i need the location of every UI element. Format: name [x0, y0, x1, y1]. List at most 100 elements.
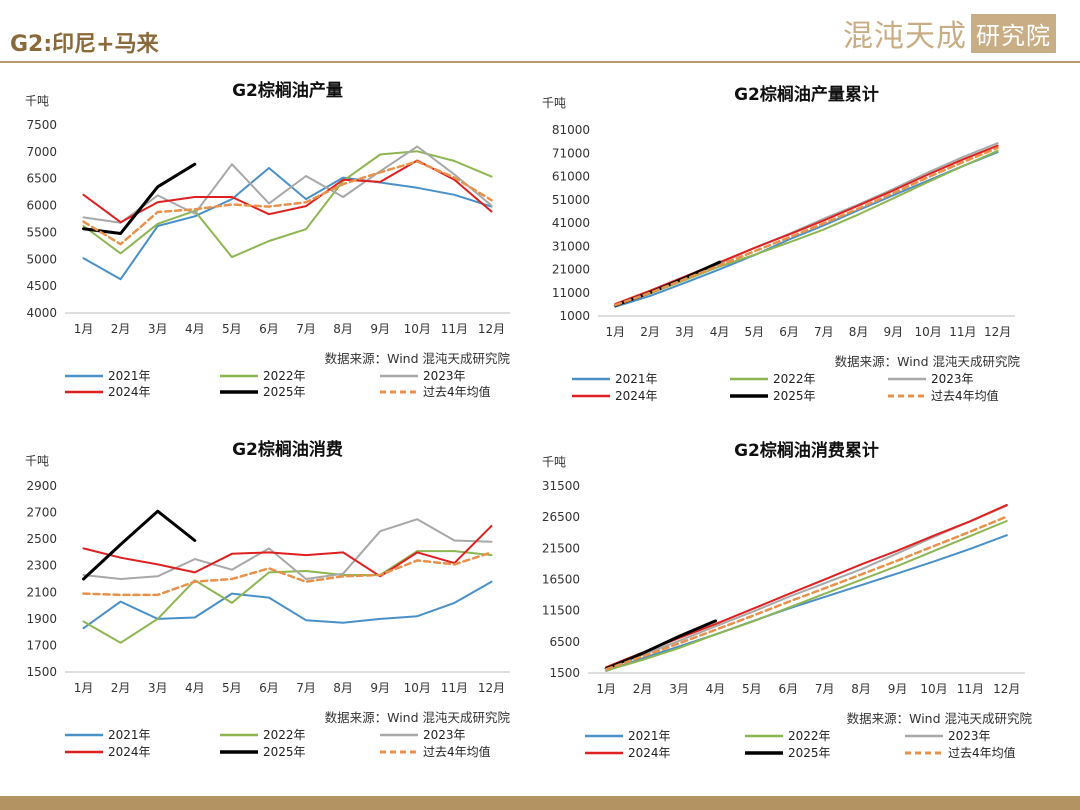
y-tick-label: 2500 [26, 532, 57, 546]
y-tick-label: 5000 [26, 252, 57, 266]
series-line [82, 509, 197, 581]
x-tick-label: 5月 [222, 322, 242, 336]
x-tick-label: 12月 [993, 682, 1020, 696]
legend-label: 2021年 [615, 372, 658, 386]
legend-label: 2023年 [423, 369, 466, 383]
x-tick-label: 11月 [957, 682, 984, 696]
y-tick-label: 21500 [542, 541, 580, 555]
x-tick-label: 1月 [74, 681, 94, 695]
y-tick-label: 4500 [26, 279, 57, 293]
legend-label: 2025年 [263, 385, 306, 399]
chart-title: G2棕榈油产量 [232, 80, 343, 101]
x-tick-label: 1月 [606, 325, 626, 339]
y-unit-label: 千吨 [542, 455, 566, 469]
x-tick-label: 7月 [814, 325, 834, 339]
y-tick-label: 26500 [542, 510, 580, 524]
x-tick-label: 10月 [920, 682, 947, 696]
x-tick-label: 4月 [185, 681, 205, 695]
x-tick-label: 1月 [596, 682, 616, 696]
y-unit-label: 千吨 [542, 96, 566, 110]
y-tick-label: 1000 [559, 309, 590, 323]
x-tick-label: 5月 [222, 681, 242, 695]
x-tick-label: 11月 [949, 325, 976, 339]
y-tick-label: 6500 [549, 635, 580, 649]
y-tick-label: 1500 [549, 666, 580, 680]
legend-label: 2024年 [628, 746, 671, 760]
x-tick-label: 10月 [914, 325, 941, 339]
series-line [82, 518, 493, 580]
y-tick-label: 4000 [26, 306, 57, 320]
y-tick-label: 6500 [26, 172, 57, 186]
x-tick-label: 8月 [849, 325, 869, 339]
x-tick-label: 6月 [778, 682, 798, 696]
x-tick-label: 11月 [441, 681, 468, 695]
y-tick-label: 11000 [552, 286, 590, 300]
x-tick-label: 2月 [111, 322, 131, 336]
x-tick-label: 9月 [370, 681, 390, 695]
series-line [614, 144, 999, 305]
series-line [614, 146, 999, 307]
y-tick-label: 7000 [26, 145, 57, 159]
series-line [605, 520, 1008, 672]
series-line [82, 159, 493, 224]
y-tick-label: 21000 [552, 263, 590, 277]
x-tick-label: 7月 [296, 322, 316, 336]
x-tick-label: 12月 [478, 681, 505, 695]
x-tick-label: 9月 [884, 325, 904, 339]
header-divider [0, 61, 1080, 63]
legend-label: 2025年 [773, 389, 816, 403]
series-line [82, 524, 493, 578]
y-tick-label: 31500 [542, 479, 580, 493]
y-tick-label: 51000 [552, 193, 590, 207]
legend-label: 2023年 [931, 372, 974, 386]
y-tick-label: 6000 [26, 199, 57, 213]
legend-label: 2022年 [263, 369, 306, 383]
y-tick-label: 2300 [26, 559, 57, 573]
legend-label: 2021年 [108, 369, 151, 383]
legend-label: 2025年 [788, 746, 831, 760]
x-tick-label: 3月 [148, 322, 168, 336]
series-line [604, 515, 1009, 671]
x-tick-label: 7月 [296, 681, 316, 695]
x-tick-label: 3月 [675, 325, 695, 339]
x-tick-label: 4月 [185, 322, 205, 336]
x-tick-label: 2月 [633, 682, 653, 696]
legend-label: 2024年 [615, 389, 658, 403]
x-tick-label: 9月 [888, 682, 908, 696]
logo-main-text: 混沌天成 [843, 19, 967, 54]
series-line [82, 167, 493, 281]
x-tick-label: 5月 [742, 682, 762, 696]
chart-title: G2棕榈油消费累计 [734, 440, 879, 461]
y-tick-label: 1900 [26, 612, 57, 626]
y-tick-label: 5500 [26, 225, 57, 239]
legend-label: 2021年 [628, 729, 671, 743]
y-unit-label: 千吨 [25, 454, 49, 468]
x-tick-label: 4月 [710, 325, 730, 339]
x-tick-label: 2月 [111, 681, 131, 695]
x-tick-label: 5月 [745, 325, 765, 339]
x-tick-label: 11月 [441, 322, 468, 336]
x-tick-label: 6月 [259, 681, 279, 695]
x-tick-label: 9月 [370, 322, 390, 336]
series-line [614, 151, 999, 308]
series-line [82, 580, 493, 630]
source-note: 数据来源：Wind 混沌天成研究院 [325, 351, 511, 366]
y-tick-label: 81000 [552, 123, 590, 137]
legend-label: 2023年 [423, 728, 466, 742]
y-tick-label: 2100 [26, 585, 57, 599]
legend-label: 过去4年均值 [423, 744, 491, 759]
x-tick-label: 6月 [259, 322, 279, 336]
legend-label: 2023年 [948, 729, 991, 743]
x-tick-label: 8月 [851, 682, 871, 696]
legend-label: 2025年 [263, 745, 306, 759]
legend-label: 2022年 [788, 729, 831, 743]
x-tick-label: 3月 [669, 682, 689, 696]
x-tick-label: 2月 [640, 325, 660, 339]
y-tick-label: 1700 [26, 638, 57, 652]
source-note: 数据来源：Wind 混沌天成研究院 [847, 711, 1033, 726]
series-line [604, 619, 717, 671]
